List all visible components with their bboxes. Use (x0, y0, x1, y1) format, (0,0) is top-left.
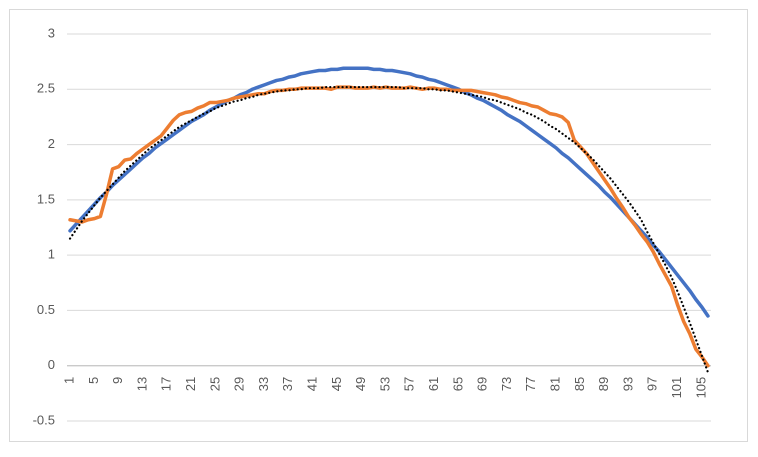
x-tick-label: 29 (232, 377, 247, 391)
x-tick-label: 13 (134, 377, 149, 391)
x-tick-label: 25 (207, 377, 222, 391)
x-tick-label: 77 (523, 377, 538, 391)
x-tick-label: 5 (86, 377, 101, 384)
x-tick-label: 21 (183, 377, 198, 391)
x-tick-label: 81 (548, 377, 563, 391)
x-tick-label: 57 (402, 377, 417, 391)
x-tick-label: 93 (620, 377, 635, 391)
x-tick-label: 9 (110, 377, 125, 384)
x-tick-label: 105 (693, 377, 708, 399)
x-tick-label: 1 (61, 377, 76, 384)
x-tick-label: 85 (572, 377, 587, 391)
x-tick-label: 49 (353, 377, 368, 391)
x-tick-label: 101 (669, 377, 684, 399)
x-tick-label: 61 (426, 377, 441, 391)
y-tick-label: -0.5 (33, 412, 55, 427)
x-tick-label: 73 (499, 377, 514, 391)
series-line (68, 66, 710, 318)
y-tick-label: 2 (48, 136, 55, 151)
y-tick-label: 0 (48, 357, 55, 372)
trend-line (68, 85, 710, 374)
y-tick-label: 3 (48, 25, 55, 40)
x-tick-label: 97 (645, 377, 660, 391)
x-tick-label: 45 (329, 377, 344, 391)
y-tick-label: 0.5 (37, 302, 55, 317)
x-tick-label: 37 (280, 377, 295, 391)
x-tick-label: 69 (475, 377, 490, 391)
x-tick-label: 41 (304, 377, 319, 391)
y-tick-label: 1 (48, 247, 55, 262)
y-tick-label: 1.5 (37, 191, 55, 206)
x-tick-label: 89 (596, 377, 611, 391)
x-tick-label: 65 (450, 377, 465, 391)
chart-frame (9, 9, 748, 442)
series-line (68, 85, 710, 368)
x-tick-label: 33 (256, 377, 271, 391)
x-tick-label: 17 (159, 377, 174, 391)
y-tick-label: 2.5 (37, 81, 55, 96)
x-tick-label: 53 (377, 377, 392, 391)
